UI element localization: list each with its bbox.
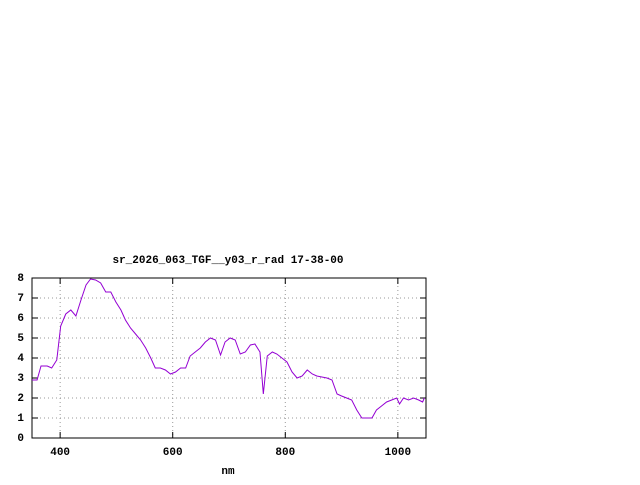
x-tick-label: 400 <box>50 447 70 459</box>
y-tick-label: 1 <box>17 413 24 425</box>
y-tick-label: 0 <box>17 433 24 445</box>
y-tick-label: 8 <box>17 273 24 285</box>
x-tick-label: 800 <box>275 447 295 459</box>
x-tick-label: 1000 <box>385 447 411 459</box>
y-tick-label: 3 <box>17 373 24 385</box>
y-tick-label: 7 <box>17 293 24 305</box>
x-axis-label: nm <box>221 466 235 478</box>
y-tick-label: 4 <box>17 353 24 365</box>
y-tick-label: 2 <box>17 393 24 405</box>
plot-frame <box>31 277 427 439</box>
y-tick-label: 6 <box>17 313 24 325</box>
x-tick-label: 600 <box>163 447 183 459</box>
data-line <box>32 278 425 419</box>
y-tick-label: 5 <box>17 333 24 345</box>
chart-title: sr_2026_063_TGF__y03_r_rad 17-38-00 <box>112 255 343 267</box>
